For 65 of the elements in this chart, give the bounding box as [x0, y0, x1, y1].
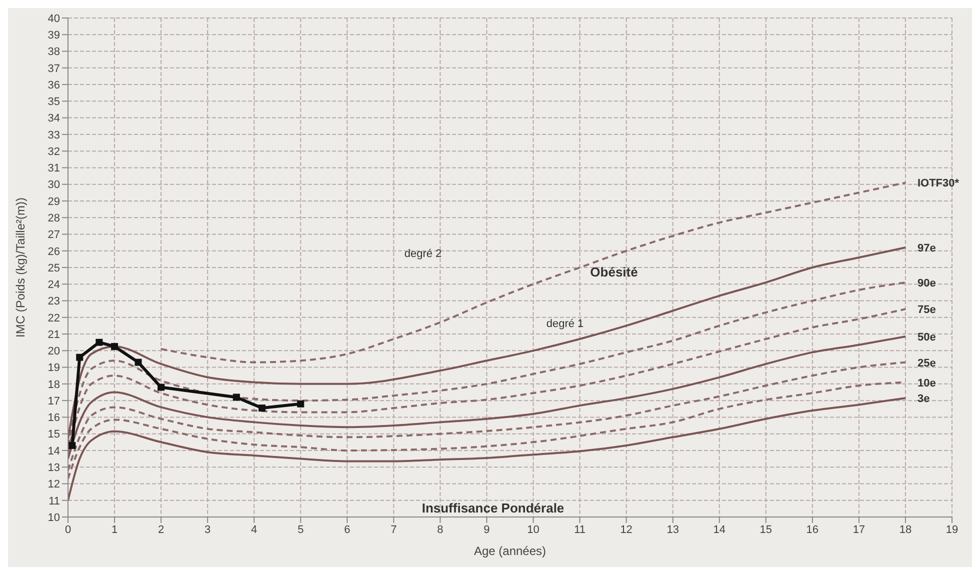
y-tick-label: 11 [48, 495, 60, 508]
y-tick-label: 12 [48, 478, 60, 491]
y-tick-label: 21 [48, 328, 60, 341]
y-tick-label: 36 [48, 79, 60, 92]
y-tick-label: 37 [48, 62, 60, 75]
x-tick-label: 17 [852, 524, 866, 536]
x-axis-title: Age (années) [474, 544, 546, 558]
y-tick-label: 20 [48, 346, 60, 358]
y-tick-label: 17 [48, 395, 60, 408]
series-label: IOTF30* [917, 178, 960, 190]
y-tick-label: 28 [48, 212, 60, 225]
x-tick-label: 18 [899, 524, 912, 536]
annotation: Insuffisance Pondérale [422, 500, 564, 516]
series-label: 97e [917, 242, 936, 255]
x-tick-label: 0 [64, 524, 72, 536]
x-tick-label: 14 [713, 524, 726, 536]
y-tick-label: 32 [48, 146, 60, 158]
x-tick-label: 12 [620, 524, 632, 536]
y-tick-label: 40 [48, 12, 60, 25]
x-tick-label: 8 [437, 524, 444, 536]
x-tick-label: 9 [484, 524, 490, 536]
y-tick-label: 24 [48, 279, 60, 292]
y-tick-label: 31 [48, 162, 60, 175]
series-label: 25e [917, 357, 936, 370]
y-tick-label: 26 [48, 246, 60, 258]
y-tick-label: 29 [48, 196, 60, 208]
y-tick-label: 14 [48, 445, 60, 458]
x-tick-label: 13 [666, 524, 679, 536]
x-tick-label: 6 [344, 524, 350, 536]
series-label: 50e [917, 332, 936, 344]
series-label: 10e [917, 377, 936, 390]
annotation: degré 2 [404, 248, 442, 260]
x-tick-label: 2 [158, 524, 164, 536]
series-label: 90e [917, 277, 936, 290]
x-tick-label: 19 [946, 524, 958, 536]
x-tick-label: 11 [574, 524, 586, 536]
y-tick-label: 33 [48, 129, 60, 142]
y-tick-label: 27 [48, 229, 60, 242]
x-tick-label: 15 [760, 524, 772, 536]
y-tick-label: 34 [48, 112, 60, 125]
y-tick-label: 13 [48, 462, 60, 474]
x-tick-label: 1 [111, 524, 118, 536]
y-tick-label: 39 [48, 30, 60, 42]
x-tick-label: 4 [251, 524, 258, 536]
series-label: 75e [917, 304, 936, 316]
x-tick-label: 10 [527, 524, 540, 536]
y-tick-label: 23 [48, 296, 60, 308]
x-tick-label: 7 [390, 524, 397, 536]
y-tick-label: 25 [48, 262, 60, 274]
y-tick-label: 15 [48, 428, 60, 441]
x-tick-label: 5 [298, 524, 304, 536]
y-tick-label: 38 [48, 46, 60, 58]
x-tick-label: 3 [204, 524, 211, 536]
annotation: Obésité [590, 264, 638, 280]
y-tick-label: 30 [48, 179, 60, 192]
y-tick-label: 19 [48, 362, 60, 374]
x-tick-label: 16 [806, 524, 819, 536]
y-tick-label: 16 [48, 412, 60, 424]
series-label: 3e [917, 393, 930, 406]
y-tick-label: 10 [48, 512, 60, 524]
y-tick-label: 35 [48, 96, 60, 108]
annotation: degré 1 [546, 318, 584, 330]
y-tick-label: 18 [48, 378, 60, 391]
y-axis-title: IMC (Poids (kg)/Taille²(m)) [13, 197, 28, 338]
y-tick-label: 22 [48, 312, 60, 324]
